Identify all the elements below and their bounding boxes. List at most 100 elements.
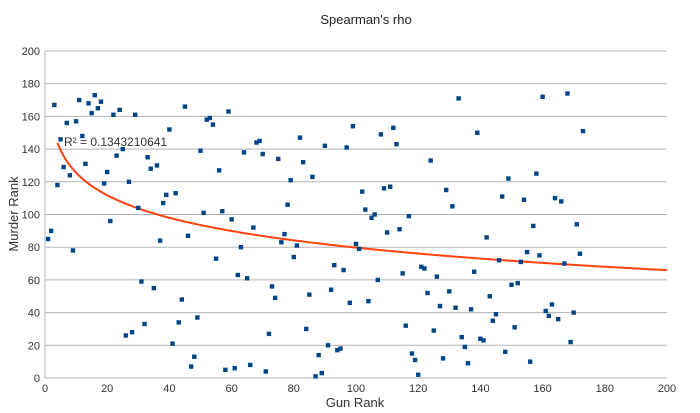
data-point — [70, 248, 76, 253]
data-point — [285, 202, 290, 207]
data-point — [406, 213, 412, 219]
data-point — [322, 143, 328, 149]
y-tick-label: 140 — [22, 144, 40, 156]
x-tick-label: 100 — [347, 383, 365, 395]
data-point — [518, 259, 524, 265]
data-point — [412, 357, 418, 363]
data-point — [499, 194, 505, 199]
data-point — [456, 96, 461, 101]
data-point — [481, 338, 486, 343]
y-tick-label: 160 — [22, 111, 40, 123]
data-point — [527, 359, 533, 364]
data-point — [92, 92, 97, 98]
x-tick-label: 140 — [471, 383, 489, 395]
data-point — [549, 302, 555, 307]
data-point — [64, 120, 69, 126]
y-tick-label: 60 — [28, 275, 40, 287]
data-point — [503, 349, 508, 355]
x-tick-label: 0 — [42, 383, 48, 395]
data-point — [328, 287, 334, 292]
data-point — [397, 227, 402, 232]
data-point — [453, 305, 458, 310]
data-point — [45, 236, 51, 242]
data-point — [409, 351, 415, 356]
trendline-layer — [56, 142, 668, 272]
data-point — [229, 217, 234, 222]
data-point — [537, 253, 542, 258]
data-point — [484, 235, 489, 240]
data-point — [157, 238, 163, 243]
data-point — [360, 189, 365, 194]
data-point — [167, 127, 172, 132]
data-point — [543, 308, 548, 314]
data-point — [164, 192, 169, 198]
data-point — [506, 176, 511, 181]
y-tick-label: 40 — [28, 308, 40, 320]
data-points — [45, 91, 586, 379]
data-point — [378, 132, 384, 137]
data-point — [160, 200, 166, 206]
data-point — [288, 177, 293, 183]
data-point — [198, 148, 203, 153]
data-point — [266, 331, 272, 337]
data-point — [105, 169, 110, 175]
x-tick-label: 120 — [409, 383, 427, 395]
data-point — [257, 138, 262, 144]
x-tick-label: 20 — [101, 383, 113, 395]
data-point — [251, 225, 256, 230]
data-point — [276, 156, 281, 162]
data-point — [512, 325, 517, 330]
data-point — [188, 364, 194, 369]
data-point — [531, 223, 536, 229]
data-point — [136, 205, 141, 211]
data-point — [332, 262, 337, 268]
data-point — [279, 240, 284, 245]
data-point — [213, 256, 219, 261]
data-point — [416, 372, 421, 377]
data-point — [552, 195, 558, 201]
data-point — [447, 289, 452, 294]
data-point — [540, 94, 545, 99]
data-point — [123, 333, 129, 338]
data-point — [241, 150, 247, 155]
data-point — [559, 199, 564, 204]
data-point — [248, 362, 253, 368]
data-point — [272, 295, 278, 301]
data-point — [462, 344, 468, 350]
data-point — [353, 241, 359, 247]
data-point — [210, 122, 216, 127]
data-point — [58, 137, 63, 142]
data-point — [388, 184, 393, 189]
data-point — [437, 303, 443, 309]
trendline — [56, 142, 668, 272]
x-tick-label: 180 — [596, 383, 614, 395]
data-point — [316, 352, 321, 358]
data-point — [132, 112, 138, 117]
data-point — [459, 334, 464, 340]
data-point — [366, 298, 371, 304]
y-tick-label: 120 — [22, 177, 40, 189]
data-point — [145, 155, 150, 160]
data-point — [176, 320, 181, 325]
data-point — [521, 197, 527, 202]
data-point — [490, 318, 496, 323]
tick-labels: 0 20 40 60 80 100 120 140 160 180 200 0 20 40 60 80 100 1… — [22, 46, 677, 395]
data-point — [294, 243, 300, 248]
data-point — [363, 207, 368, 212]
data-point — [394, 142, 399, 147]
data-point — [422, 266, 427, 271]
data-point — [509, 282, 514, 288]
data-point — [475, 130, 480, 135]
data-point — [170, 341, 175, 346]
data-point — [419, 264, 424, 270]
data-point — [307, 292, 312, 297]
data-point — [338, 346, 343, 351]
data-point — [478, 336, 483, 341]
data-point — [148, 166, 153, 171]
data-point — [335, 348, 340, 353]
x-tick-label: 40 — [163, 383, 175, 395]
data-point — [568, 339, 573, 345]
data-point — [565, 91, 570, 96]
y-tick-label: 0 — [34, 373, 40, 385]
chart-title: Spearman's rho — [320, 12, 411, 27]
